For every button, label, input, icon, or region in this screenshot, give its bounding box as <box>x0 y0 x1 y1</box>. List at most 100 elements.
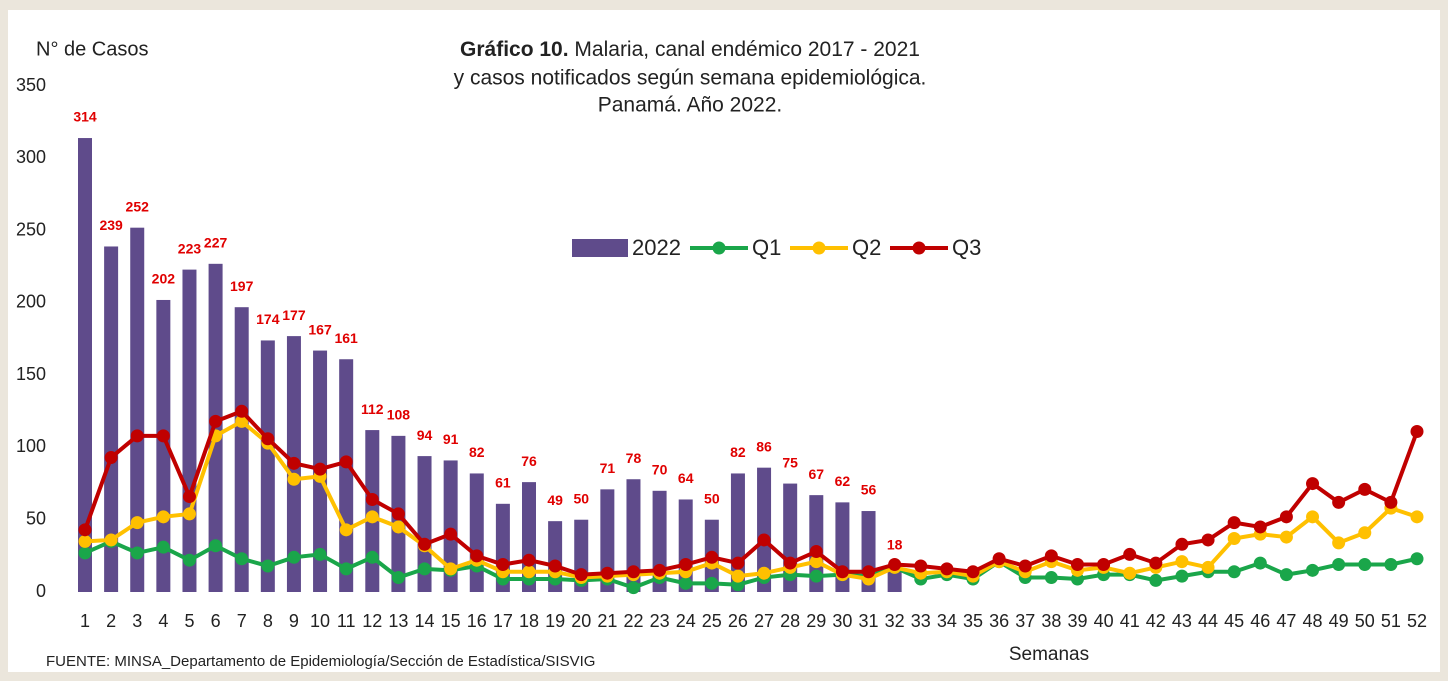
point <box>1123 547 1137 561</box>
data-label: 71 <box>600 460 616 476</box>
point <box>679 576 693 590</box>
x-tick-label: 30 <box>832 611 852 631</box>
bar <box>182 269 197 592</box>
data-label: 86 <box>756 438 772 454</box>
point <box>365 550 379 564</box>
point <box>757 533 771 547</box>
x-tick-label: 6 <box>211 611 221 631</box>
point <box>287 472 301 486</box>
point <box>600 566 614 580</box>
point <box>1279 530 1293 544</box>
x-tick-label: 32 <box>885 611 905 631</box>
data-label: 94 <box>417 427 433 443</box>
point <box>235 404 249 418</box>
y-tick-label: 50 <box>26 508 46 528</box>
point <box>548 559 562 573</box>
x-tick-label: 39 <box>1067 611 1087 631</box>
point <box>444 527 458 541</box>
point <box>1410 552 1424 566</box>
data-label: 49 <box>547 492 563 508</box>
data-label: 202 <box>152 271 176 287</box>
y-tick-label: 250 <box>16 219 46 239</box>
point <box>1410 510 1424 524</box>
data-label: 62 <box>835 473 851 489</box>
point <box>1253 556 1267 570</box>
point <box>809 545 823 559</box>
legend-swatch <box>572 239 628 257</box>
point <box>626 565 640 579</box>
point <box>653 563 667 577</box>
y-tick-label: 200 <box>16 292 46 312</box>
data-label: 174 <box>256 311 280 327</box>
data-label: 91 <box>443 431 459 447</box>
data-label: 50 <box>573 490 589 506</box>
point <box>78 534 92 548</box>
bar <box>78 138 92 592</box>
point <box>705 550 719 564</box>
point <box>1149 573 1163 587</box>
x-tick-label: 36 <box>989 611 1009 631</box>
bar <box>130 227 145 592</box>
point <box>1149 556 1163 570</box>
point <box>1044 549 1058 563</box>
legend-label: 2022 <box>632 235 681 260</box>
series-line <box>83 408 1419 577</box>
data-label: 82 <box>469 444 485 460</box>
data-label: 82 <box>730 444 746 460</box>
point <box>679 558 693 572</box>
x-tick-label: 11 <box>337 611 356 631</box>
point <box>444 562 458 576</box>
x-tick-label: 51 <box>1381 611 1401 631</box>
data-label: 67 <box>809 466 825 482</box>
x-tick-label: 23 <box>650 611 670 631</box>
point <box>914 559 928 573</box>
point <box>261 432 275 446</box>
x-tick-label: 17 <box>493 611 513 631</box>
bar <box>260 340 275 592</box>
x-tick-label: 12 <box>362 611 382 631</box>
title-line: y casos notificados según semana epidemi… <box>454 67 927 90</box>
point <box>313 462 327 476</box>
legend-swatch <box>912 241 926 255</box>
title-line: Panamá. Año 2022. <box>598 94 782 117</box>
legend-label: Q2 <box>852 235 881 260</box>
point <box>391 571 405 585</box>
point <box>626 581 640 595</box>
x-tick-label: 25 <box>702 611 722 631</box>
point <box>1227 516 1241 530</box>
data-label: 75 <box>782 454 798 470</box>
point <box>365 510 379 524</box>
x-tick-label: 2 <box>106 611 116 631</box>
point <box>156 429 170 443</box>
point <box>992 552 1006 566</box>
point <box>418 537 432 551</box>
x-tick-label: 41 <box>1120 611 1140 631</box>
point <box>235 414 249 428</box>
x-tick-label: 50 <box>1355 611 1375 631</box>
point <box>182 553 196 567</box>
point <box>757 566 771 580</box>
legend-label: Q3 <box>952 235 981 260</box>
point <box>1201 560 1215 574</box>
y-tick-label: 150 <box>16 364 46 384</box>
y-tick-label: 350 <box>16 75 46 95</box>
point <box>104 451 118 465</box>
point <box>1279 568 1293 582</box>
point <box>1306 563 1320 577</box>
point <box>130 546 144 560</box>
point <box>574 568 588 582</box>
point <box>1332 495 1346 509</box>
source: FUENTE: MINSA_Departamento de Epidemiolo… <box>46 653 595 670</box>
x-tick-label: 44 <box>1198 611 1218 631</box>
x-tick-label: 7 <box>237 611 247 631</box>
y-tick-label: 0 <box>36 581 46 601</box>
point <box>391 507 405 521</box>
point <box>418 562 432 576</box>
x-tick-label: 49 <box>1329 611 1349 631</box>
point <box>783 556 797 570</box>
point <box>104 533 118 547</box>
x-tick-label: 34 <box>937 611 957 631</box>
x-tick-label: 1 <box>80 611 90 631</box>
legend-swatch <box>712 241 726 255</box>
